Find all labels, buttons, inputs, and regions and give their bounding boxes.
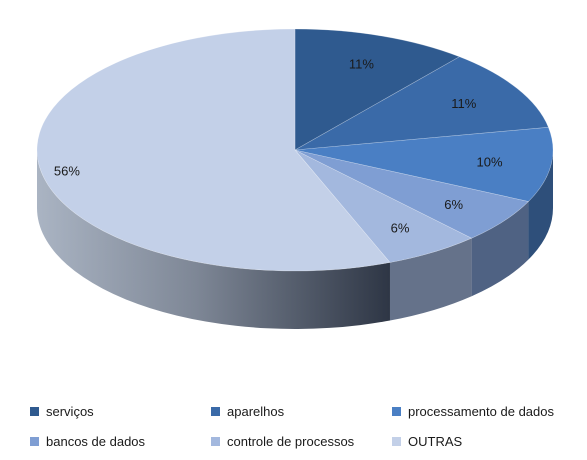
pie-slice-processamento-de-dados <box>294 127 554 202</box>
chart-legend: serviços aparelhos processamento de dado… <box>30 400 580 460</box>
legend-label: bancos de dados <box>46 433 146 449</box>
legend-item-aparelhos: aparelhos <box>211 404 392 419</box>
legend-item-outras: OUTRAS <box>392 434 580 449</box>
legend-label: controle de processos <box>227 433 355 449</box>
legend-swatch <box>211 436 220 446</box>
legend-label: OUTRAS <box>408 433 463 449</box>
legend-item-controle-de-processos: controle de processos <box>211 434 392 449</box>
pie-side-outras <box>37 150 390 329</box>
pie-side-bancos-de-dados <box>471 201 529 297</box>
legend-swatch <box>30 436 39 446</box>
legend-swatch <box>211 406 220 416</box>
legend-swatch <box>392 406 401 416</box>
data-label-aparelhos: 11% <box>451 96 476 111</box>
pie-slice-aparelhos <box>294 56 549 151</box>
pie-slice-bancos-de-dados <box>294 149 530 239</box>
data-label-outras: 56% <box>54 163 80 178</box>
legend-label: aparelhos <box>227 403 285 419</box>
legend-label: processamento de dados <box>408 403 554 419</box>
data-label-controle-de-processos: 6% <box>391 221 410 236</box>
pie-slice-outras <box>36 28 391 272</box>
legend-item-processamento-de-dados: processamento de dados <box>392 404 580 419</box>
pie-slice-servicos <box>294 28 461 151</box>
data-label-bancos-de-dados: 6% <box>444 197 463 212</box>
pie-side-processamento-de-dados <box>528 150 553 260</box>
pie-slice-controle-de-processos <box>294 149 473 263</box>
data-label-servicos: 11% <box>349 56 374 71</box>
data-label-processamento-de-dados: 10% <box>477 155 503 170</box>
legend-swatch <box>30 406 39 416</box>
legend-swatch <box>392 436 401 446</box>
legend-item-servicos: serviços <box>30 404 211 419</box>
legend-item-bancos-de-dados: bancos de dados <box>30 434 211 449</box>
legend-label: serviços <box>46 403 94 419</box>
pie-side-controle-de-processos <box>389 238 472 321</box>
